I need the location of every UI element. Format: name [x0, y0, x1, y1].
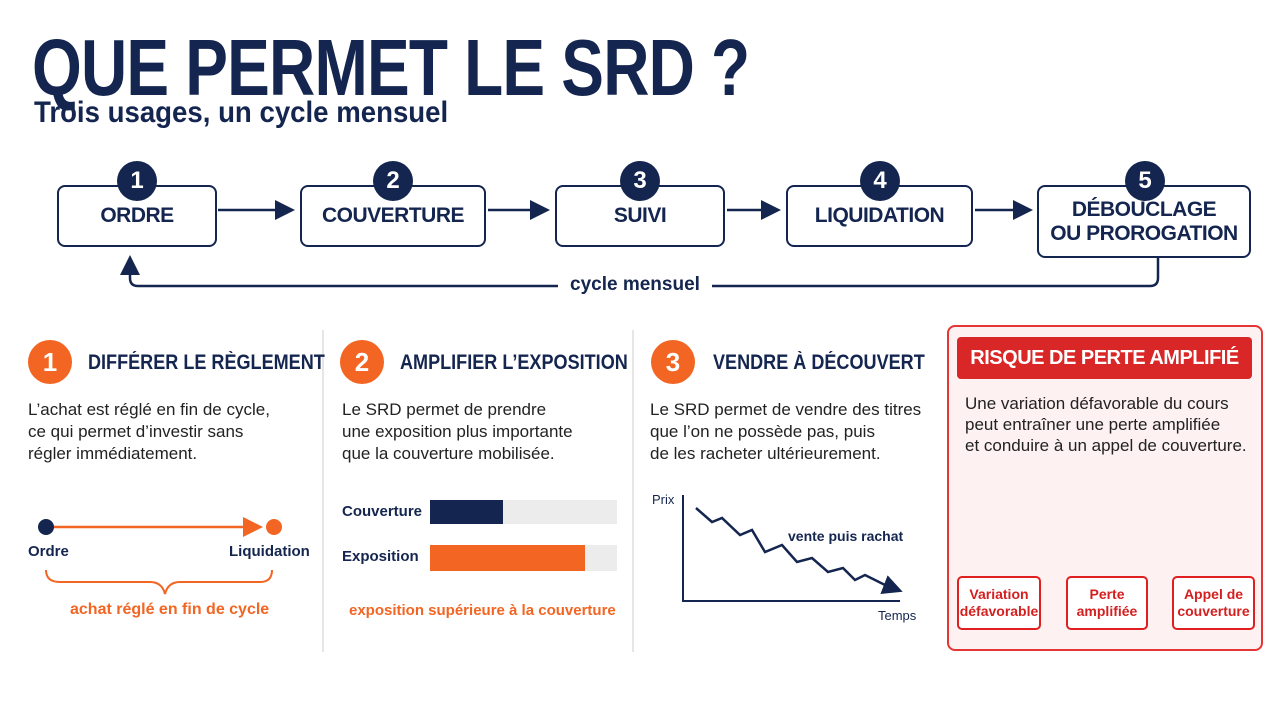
- text-line: Le SRD permet de vendre des titres: [650, 400, 922, 419]
- text-line: ce qui permet d’investir sans: [28, 422, 244, 441]
- timeline-end-dot: [266, 519, 282, 535]
- bar-label: Couverture: [342, 503, 423, 520]
- text-line: une exposition plus importante: [342, 422, 573, 441]
- flow-line: Appel de: [1183, 586, 1244, 602]
- timeline-start-dot: [38, 519, 54, 535]
- panel-text: L’achat est réglé en fin de cycle, ce qu…: [28, 399, 270, 465]
- flow-line: Variation: [969, 586, 1029, 602]
- step-number: 5: [1125, 161, 1165, 201]
- step-label: SUIVI: [613, 204, 667, 227]
- text-line: L’achat est réglé en fin de cycle,: [28, 400, 270, 419]
- title: QUE PERMET LE SRD ?: [32, 23, 750, 112]
- x-axis-label: Temps: [878, 608, 917, 623]
- step-label: OU PROROGATION: [1050, 221, 1238, 245]
- panel-number: 3: [651, 340, 695, 384]
- exposure-bar: [430, 545, 585, 571]
- text-line: Une variation défavorable du cours: [965, 394, 1229, 413]
- step-number: 1: [117, 161, 157, 201]
- subtitle: Trois usages, un cycle mensuel: [34, 96, 449, 129]
- chart-annotation: vente puis rachat: [788, 528, 904, 544]
- flow-box: Variation défavorable: [957, 576, 1041, 630]
- risk-title: RISQUE DE PERTE AMPLIFIÉ: [957, 337, 1252, 379]
- panel-caption: achat réglé en fin de cycle: [70, 601, 270, 618]
- flow-line: amplifiée: [1076, 603, 1138, 619]
- coverage-bar: [430, 500, 503, 524]
- panel-text: Le SRD permet de prendre une exposition …: [342, 399, 573, 465]
- brace: [45, 569, 273, 595]
- step-label: COUVERTURE: [321, 204, 465, 227]
- cycle-label: cycle mensuel: [558, 274, 712, 296]
- text-line: que l’on ne possède pas, puis: [650, 422, 875, 441]
- timeline-start: Ordre: [28, 543, 69, 560]
- panel-text: Le SRD permet de vendre des titres que l…: [650, 399, 921, 465]
- text-line: de les racheter ultérieurement.: [650, 444, 881, 463]
- panel-title: AMPLIFIER L’EXPOSITION: [400, 351, 628, 374]
- flow-line: défavorable: [959, 603, 1039, 619]
- step-label: LIQUIDATION: [814, 204, 945, 227]
- text-line: Le SRD permet de prendre: [342, 400, 547, 419]
- flow-box: Perte amplifiée: [1066, 576, 1148, 630]
- step-number: 3: [620, 161, 660, 201]
- price-line: [695, 507, 903, 594]
- flow-box: Appel de couverture: [1172, 576, 1255, 630]
- step-number: 2: [373, 161, 413, 201]
- step-label: DÉBOUCLAGE: [1071, 197, 1217, 221]
- text-line: régler immédiatement.: [28, 444, 198, 463]
- step-label: ORDRE: [100, 204, 174, 227]
- panel-title: VENDRE À DÉCOUVERT: [713, 351, 925, 374]
- text-line: et conduire à un appel de couverture.: [965, 436, 1247, 455]
- timeline-end: Liquidation: [229, 543, 310, 560]
- panel-number: 1: [28, 340, 72, 384]
- bar-label: Exposition: [342, 548, 419, 565]
- panel-title: DIFFÉRER LE RÈGLEMENT: [88, 351, 325, 374]
- y-axis-label: Prix: [652, 492, 675, 507]
- step-number: 4: [860, 161, 900, 201]
- panel-number: 2: [340, 340, 384, 384]
- panel-caption: exposition supérieure à la couverture: [349, 602, 616, 619]
- flow-line: couverture: [1177, 603, 1250, 619]
- flow-line: Perte: [1089, 586, 1125, 602]
- axes: [682, 495, 900, 602]
- text-line: que la couverture mobilisée.: [342, 444, 555, 463]
- risk-text: Une variation défavorable du cours peut …: [965, 393, 1247, 456]
- text-line: peut entraîner une perte amplifiée: [965, 415, 1221, 434]
